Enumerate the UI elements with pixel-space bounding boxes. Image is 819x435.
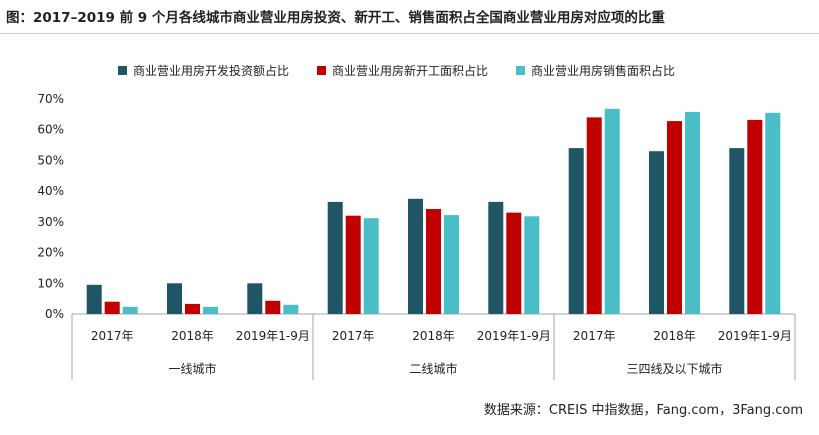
x-category-label: 2017年: [91, 329, 134, 343]
legend-label-investment: 商业营业用房开发投资额占比: [133, 64, 290, 78]
bar-sales: [283, 304, 299, 314]
y-tick-label: 30%: [37, 215, 64, 229]
bar-new-start: [426, 209, 441, 314]
y-tick-label: 0%: [45, 307, 64, 321]
x-category-label: 2018年: [412, 329, 455, 343]
bar-sales: [363, 218, 379, 314]
bar-sales: [524, 216, 540, 314]
x-group-label: 一线城市: [168, 361, 216, 376]
legend-item-investment: 商业营业用房开发投资额占比: [118, 62, 289, 79]
bar-new-start: [667, 121, 682, 314]
x-category-label: 2018年: [171, 329, 214, 343]
legend-swatch-sales: [516, 66, 526, 75]
y-tick-label: 20%: [37, 246, 64, 260]
legend-item-sales: 商业营业用房销售面积占比: [516, 62, 675, 79]
bar-investment: [167, 283, 182, 314]
x-group-label: 二线城市: [409, 361, 457, 376]
x-category-label: 2019年1-9月: [477, 329, 551, 343]
bar-new-start: [345, 215, 361, 314]
y-tick-label: 70%: [37, 92, 64, 106]
legend-swatch-new-start: [317, 66, 327, 75]
bar-investment: [408, 198, 423, 314]
bar-sales: [685, 111, 700, 315]
bar-sales: [604, 108, 620, 314]
bar-investment: [247, 283, 263, 314]
title-divider: [0, 33, 819, 34]
bar-investment: [86, 284, 102, 314]
x-category-label: 2018年: [653, 329, 696, 343]
y-tick-label: 50%: [37, 153, 64, 167]
x-group-label: 三四线及以下城市: [626, 361, 722, 376]
x-category-label: 2019年1-9月: [718, 329, 792, 343]
x-category-label: 2017年: [332, 329, 375, 343]
bar-sales: [122, 306, 138, 314]
bar-sales: [444, 215, 459, 314]
bar-investment: [568, 148, 584, 314]
bar-new-start: [185, 303, 200, 314]
bar-new-start: [586, 117, 602, 315]
y-tick-label: 10%: [37, 276, 64, 290]
chart-title: 图：2017–2019 前 9 个月各线城市商业营业用房投资、新开工、销售面积占…: [6, 10, 665, 26]
bar-sales: [203, 306, 218, 314]
bar-investment: [327, 201, 343, 314]
x-category-label: 2017年: [573, 329, 616, 343]
bar-new-start: [265, 300, 281, 314]
legend-label-new-start: 商业营业用房新开工面积占比: [332, 64, 489, 78]
bar-investment: [649, 151, 664, 314]
legend-item-new-start: 商业营业用房新开工面积占比: [317, 62, 488, 79]
y-tick-label: 40%: [37, 184, 64, 198]
chart-legend: 商业营业用房开发投资额占比 商业营业用房新开工面积占比 商业营业用房销售面积占比: [118, 62, 675, 79]
y-tick-label: 60%: [37, 123, 64, 137]
bar-new-start: [506, 212, 522, 314]
bar-new-start: [104, 301, 120, 314]
bar-sales: [765, 112, 781, 314]
source-note: 数据来源：CREIS 中指数据，Fang.com，3Fang.com: [483, 403, 803, 418]
bar-chart: 0% 10% 20% 30% 40% 50% 60% 70% 2017年 2018年 2019年1-…: [37, 92, 796, 380]
bar-investment: [729, 148, 745, 314]
legend-swatch-investment: [118, 66, 127, 75]
bar-investment: [488, 201, 504, 314]
legend-label-sales: 商业营业用房销售面积占比: [531, 64, 676, 78]
bar-new-start: [747, 119, 763, 315]
x-category-label: 2019年1-9月: [236, 329, 310, 343]
